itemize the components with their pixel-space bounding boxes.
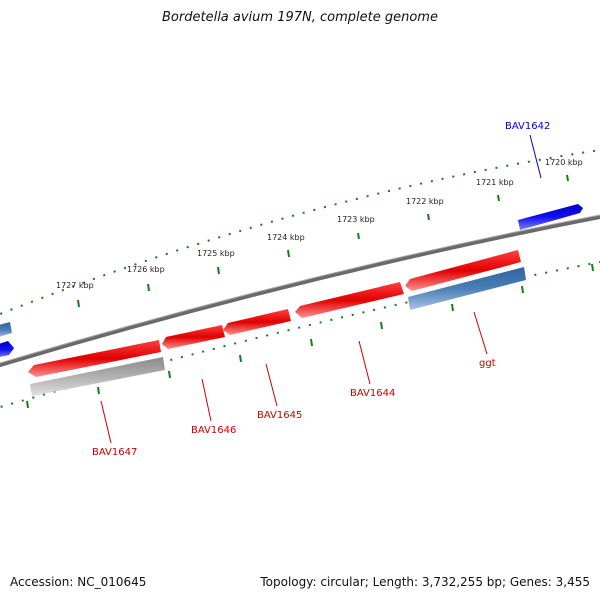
- gene-bav1646[interactable]: [162, 325, 225, 349]
- genome-backbone: [0, 215, 600, 368]
- leader-ggt: [473, 311, 488, 355]
- gene-bav1645[interactable]: [223, 309, 291, 335]
- label-bav1642[interactable]: BAV1642: [505, 121, 550, 132]
- gene-partial-left-blue[interactable]: [0, 322, 12, 338]
- scale-label-1726: 1726 kbp: [127, 265, 165, 274]
- leader-bav1644: [358, 340, 371, 385]
- gene-ggt[interactable]: [408, 267, 526, 310]
- label-bav1646[interactable]: BAV1646: [191, 425, 236, 436]
- label-bav1645[interactable]: BAV1645: [257, 410, 302, 421]
- inner-major-ticks: [26, 263, 594, 409]
- gene-pseudo-bav1647[interactable]: [30, 357, 165, 396]
- scale-label-1724: 1724 kbp: [267, 233, 305, 242]
- leader-bav1642: [529, 134, 542, 179]
- map-title: Bordetella avium 197N, complete genome: [162, 10, 438, 25]
- leader-bav1646: [201, 378, 212, 422]
- genome-summary-text: Topology: circular; Length: 3,732,255 bp…: [260, 575, 590, 589]
- scale-label-1722: 1722 kbp: [406, 197, 444, 206]
- gene-ggt-forward-partner[interactable]: [405, 250, 521, 291]
- scale-label-1725: 1725 kbp: [197, 249, 235, 258]
- label-bav1647[interactable]: BAV1647: [92, 447, 137, 458]
- leader-bav1647: [100, 400, 112, 444]
- gene-bav1647[interactable]: [28, 340, 161, 377]
- scale-label-1727: 1727 kbp: [56, 281, 94, 290]
- label-ggt[interactable]: ggt: [479, 358, 496, 369]
- gene-bav1642[interactable]: [518, 204, 583, 230]
- scale-label-1720: 1720 kbp: [545, 158, 583, 167]
- gene-bav1644[interactable]: [295, 282, 404, 318]
- accession-text: Accession: NC_010645: [10, 575, 147, 589]
- scale-label-1721: 1721 kbp: [476, 178, 514, 187]
- gene-partial-left-deepblue[interactable]: [0, 341, 14, 358]
- leader-bav1645: [265, 363, 278, 407]
- label-bav1644[interactable]: BAV1644: [350, 388, 395, 399]
- outer-major-ticks: [77, 174, 569, 308]
- scale-label-1723: 1723 kbp: [337, 215, 375, 224]
